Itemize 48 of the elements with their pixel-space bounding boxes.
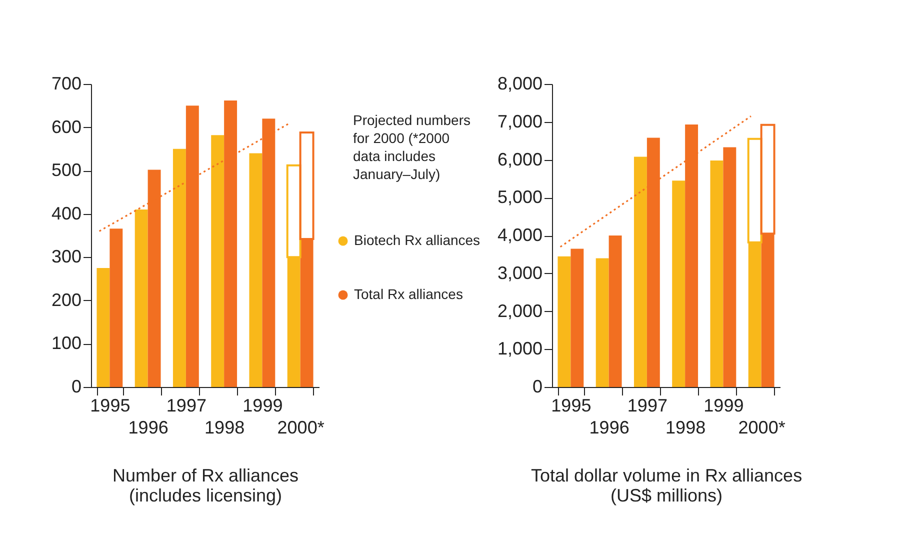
x-tick-label: 1995 xyxy=(90,396,130,416)
bar xyxy=(172,148,186,387)
bar xyxy=(710,160,724,387)
y-tick-label: 4,000 xyxy=(497,225,542,245)
x-tick-label: 1995 xyxy=(551,396,592,416)
y-tick-label: 600 xyxy=(51,116,82,137)
bar xyxy=(134,210,148,387)
x-tick-label: 1999 xyxy=(704,396,744,416)
x-tick-label: 1999 xyxy=(242,396,283,416)
y-tick-label: 400 xyxy=(51,203,82,224)
y-tick-label: 7,000 xyxy=(497,111,542,132)
x-tick-label: 2000* xyxy=(738,418,786,438)
x-tick-label: 1996 xyxy=(128,418,168,438)
y-tick-label: 8,000 xyxy=(497,74,542,94)
x-tick-label: 1998 xyxy=(204,418,245,438)
bar xyxy=(570,248,584,387)
bar xyxy=(96,268,110,387)
x-tick-label: 1997 xyxy=(166,396,206,416)
y-tick-label: 100 xyxy=(51,333,82,354)
y-tick-label: 500 xyxy=(51,160,82,180)
x-tick-label: 1997 xyxy=(627,396,668,416)
x-tick-label: 2000* xyxy=(277,418,324,438)
x-tick-label: 1998 xyxy=(666,418,706,438)
x-axis-title: Number of Rx alliances (includes licensing) xyxy=(112,466,299,506)
bar xyxy=(211,135,224,387)
bar xyxy=(634,156,647,387)
y-tick-label: 300 xyxy=(51,246,82,267)
bar xyxy=(723,147,736,387)
y-tick-label: 200 xyxy=(51,290,82,310)
bar xyxy=(249,153,262,387)
legend-label: Biotech Rx alliances xyxy=(354,232,480,248)
x-tick-label: 1996 xyxy=(589,418,630,438)
y-tick-label: 0 xyxy=(532,376,542,396)
y-tick-label: 3,000 xyxy=(497,262,542,283)
y-tick-label: 0 xyxy=(71,376,82,396)
y-tick-label: 1,000 xyxy=(497,338,542,359)
y-tick-label: 6,000 xyxy=(497,149,542,170)
bar xyxy=(608,236,622,387)
y-tick-label: 2,000 xyxy=(497,300,542,321)
bar xyxy=(558,256,571,387)
bar xyxy=(596,258,609,387)
text: Projected numbers for 2000 (*2000 data includes January–July) xyxy=(353,112,471,182)
y-tick-label: 700 xyxy=(51,74,82,94)
x-axis-title: Total dollar volume in Rx alliances (US$ millions) xyxy=(530,466,802,506)
legend-label: Total Rx alliances xyxy=(354,286,463,302)
bar xyxy=(672,180,686,387)
bar xyxy=(110,228,123,387)
y-tick-label: 5,000 xyxy=(497,187,542,208)
